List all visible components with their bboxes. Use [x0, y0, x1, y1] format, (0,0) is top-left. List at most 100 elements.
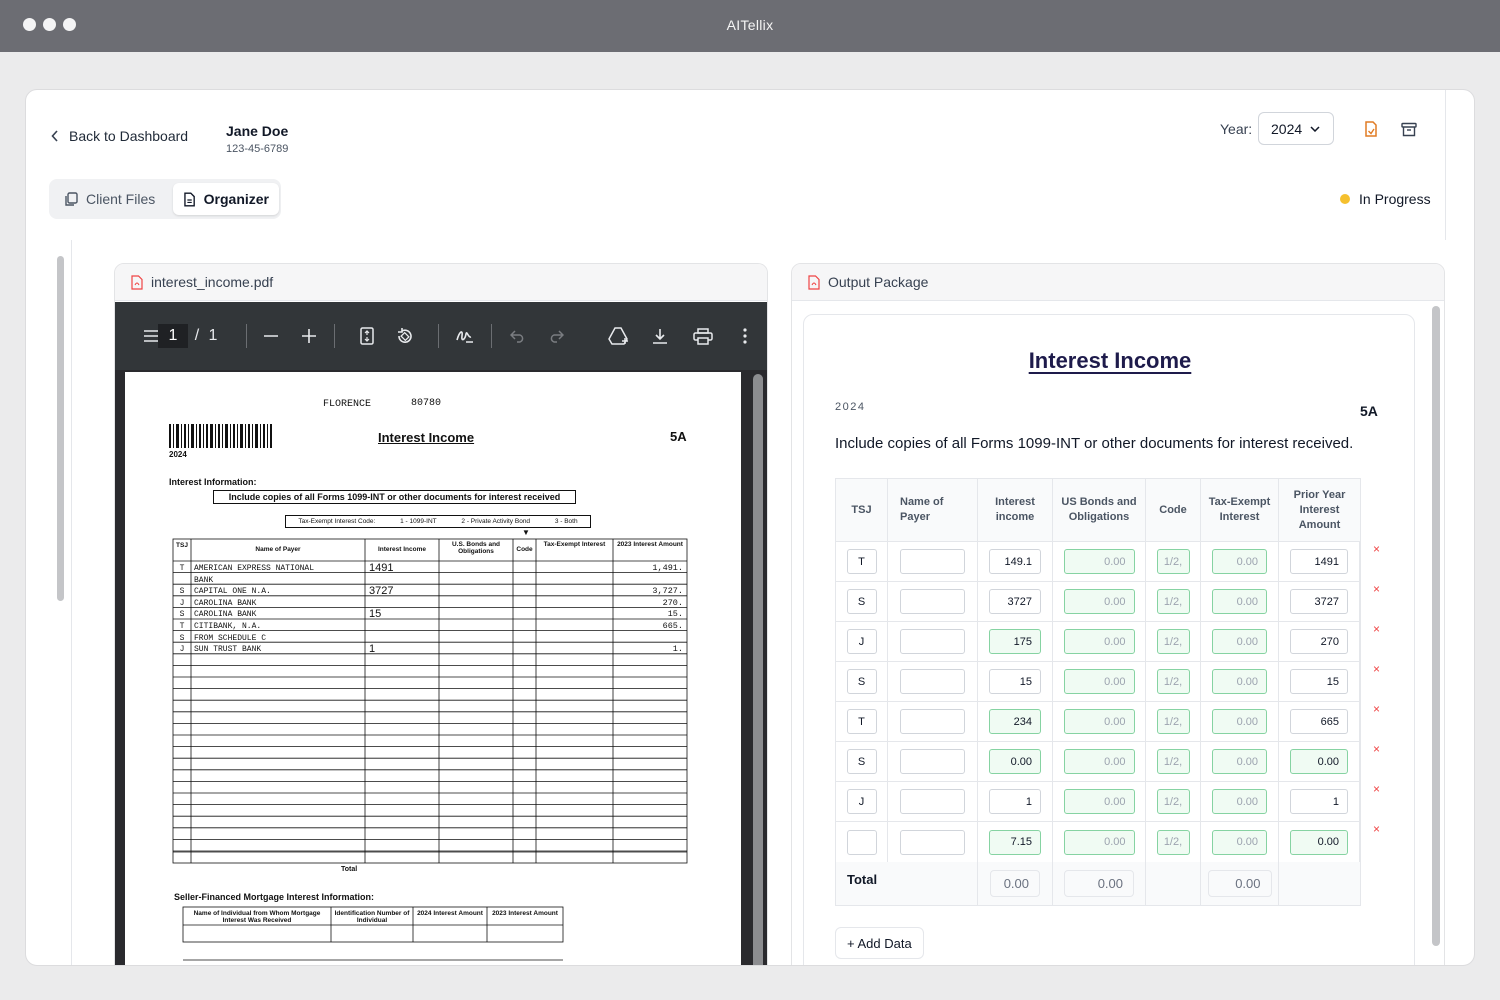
bonds-input[interactable]: 0.00: [1063, 789, 1135, 814]
exempt-input[interactable]: 0.00: [1212, 669, 1267, 694]
income-input[interactable]: 7.15: [989, 829, 1041, 855]
download-button[interactable]: [652, 324, 668, 348]
bonds-input[interactable]: 0.00: [1063, 589, 1135, 614]
delete-row-button[interactable]: ×: [1373, 582, 1381, 596]
zoom-out-button[interactable]: [263, 324, 279, 348]
add-data-button[interactable]: + Add Data: [835, 927, 924, 959]
payer-input[interactable]: [900, 669, 965, 694]
income-input[interactable]: 0.00: [989, 749, 1041, 774]
fit-page-button[interactable]: [358, 324, 376, 348]
bonds-input[interactable]: 0.00: [1063, 749, 1135, 774]
window-close-button[interactable]: [23, 18, 36, 31]
table-total-row: Total 0.00 0.00 0.00: [836, 862, 1360, 905]
delete-row-button[interactable]: ×: [1373, 782, 1381, 796]
code-input[interactable]: 1/2,: [1156, 669, 1190, 694]
zoom-in-button[interactable]: [301, 324, 317, 348]
exempt-input[interactable]: 0.00: [1212, 589, 1267, 614]
tsj-input[interactable]: T: [846, 549, 877, 574]
redo-button[interactable]: [548, 324, 564, 348]
output-scrollbar[interactable]: [1432, 306, 1440, 946]
tab-organizer[interactable]: Organizer: [173, 183, 279, 215]
chevron-left-icon: [51, 130, 58, 142]
tsj-input[interactable]: J: [846, 629, 877, 654]
tab-client-files[interactable]: Client Files: [54, 183, 166, 215]
tsj-input[interactable]: T: [846, 709, 877, 734]
pdf-scrollbar[interactable]: [753, 374, 763, 965]
income-input[interactable]: 15: [989, 669, 1041, 694]
tsj-input[interactable]: S: [846, 749, 877, 774]
prior-input[interactable]: 0.00: [1290, 829, 1348, 855]
export-pdf-button[interactable]: [1359, 117, 1383, 141]
delete-row-button[interactable]: ×: [1373, 822, 1381, 836]
add-to-drive-button[interactable]: [608, 324, 630, 348]
code-input[interactable]: 1/2,: [1156, 549, 1190, 574]
pdf-viewer[interactable]: FLORENCE 80780 2024 Interest Income 5A I…: [115, 370, 767, 965]
window-minimize-button[interactable]: [43, 18, 56, 31]
back-to-dashboard-link[interactable]: Back to Dashboard: [51, 128, 188, 144]
payer-input[interactable]: [900, 549, 965, 574]
bonds-input[interactable]: 0.00: [1063, 629, 1135, 654]
delete-row-button[interactable]: ×: [1373, 702, 1381, 716]
payer-input[interactable]: [900, 629, 965, 654]
code-input[interactable]: 1/2,: [1156, 829, 1190, 855]
window-maximize-button[interactable]: [63, 18, 76, 31]
pdf-row-prior: 3,727.: [652, 586, 683, 597]
pdf-header-name: FLORENCE: [323, 399, 372, 410]
prior-input[interactable]: 15: [1290, 669, 1348, 694]
exempt-input[interactable]: 0.00: [1212, 709, 1267, 734]
delete-row-button[interactable]: ×: [1373, 622, 1381, 636]
income-input[interactable]: 149.1: [989, 549, 1041, 574]
tsj-input[interactable]: S: [846, 669, 877, 694]
prior-input[interactable]: 665: [1290, 709, 1348, 734]
code-input[interactable]: 1/2,: [1156, 749, 1190, 774]
income-input[interactable]: 3727: [989, 589, 1041, 614]
exempt-input[interactable]: 0.00: [1212, 829, 1267, 855]
exempt-input[interactable]: 0.00: [1212, 549, 1267, 574]
table-row: J 1 0.00 1/2, 0.00 1 ×: [836, 782, 1380, 822]
code-input[interactable]: 1/2,: [1156, 709, 1190, 734]
bonds-input[interactable]: 0.00: [1063, 549, 1135, 574]
fit-page-icon: [360, 327, 374, 345]
code-input[interactable]: 1/2,: [1156, 789, 1190, 814]
year-select[interactable]: 2024: [1258, 112, 1334, 145]
delete-row-button[interactable]: ×: [1373, 662, 1381, 676]
draw-button[interactable]: [455, 324, 475, 348]
more-options-button[interactable]: [741, 324, 749, 348]
archive-button[interactable]: [1397, 117, 1421, 141]
prior-input[interactable]: 3727: [1290, 589, 1348, 614]
income-input[interactable]: 175: [989, 629, 1041, 654]
payer-input[interactable]: [900, 829, 965, 855]
bonds-input[interactable]: 0.00: [1063, 829, 1135, 855]
delete-row-button[interactable]: ×: [1373, 542, 1381, 556]
prior-input[interactable]: 1: [1290, 789, 1348, 814]
income-input[interactable]: 1: [989, 789, 1041, 814]
tsj-input[interactable]: S: [846, 589, 877, 614]
exempt-input[interactable]: 0.00: [1212, 749, 1267, 774]
payer-input[interactable]: [900, 749, 965, 774]
pdf-header-num: 80780: [411, 398, 442, 409]
undo-button[interactable]: [510, 324, 526, 348]
rotate-button[interactable]: [394, 324, 416, 348]
sidebar-scrollbar[interactable]: [57, 256, 64, 601]
pdf-menu-button[interactable]: [143, 324, 159, 348]
income-input[interactable]: 234: [989, 709, 1041, 734]
payer-input[interactable]: [900, 709, 965, 734]
exempt-input[interactable]: 0.00: [1212, 789, 1267, 814]
tsj-input[interactable]: [846, 829, 877, 855]
prior-input[interactable]: 1491: [1290, 549, 1348, 574]
bonds-input[interactable]: 0.00: [1063, 669, 1135, 694]
code-input[interactable]: 1/2,: [1156, 589, 1190, 614]
page-number-input[interactable]: 1: [158, 324, 188, 348]
prior-input[interactable]: 0.00: [1290, 749, 1348, 774]
prior-input[interactable]: 270: [1290, 629, 1348, 654]
pdf-mortgage-col-2023: 2023 Interest Amount: [492, 910, 558, 917]
print-button[interactable]: [693, 324, 713, 348]
code-input[interactable]: 1/2,: [1156, 629, 1190, 654]
delete-row-button[interactable]: ×: [1373, 742, 1381, 756]
tab-organizer-label: Organizer: [203, 191, 269, 207]
payer-input[interactable]: [900, 589, 965, 614]
exempt-input[interactable]: 0.00: [1212, 629, 1267, 654]
bonds-input[interactable]: 0.00: [1063, 709, 1135, 734]
tsj-input[interactable]: J: [846, 789, 877, 814]
payer-input[interactable]: [900, 789, 965, 814]
